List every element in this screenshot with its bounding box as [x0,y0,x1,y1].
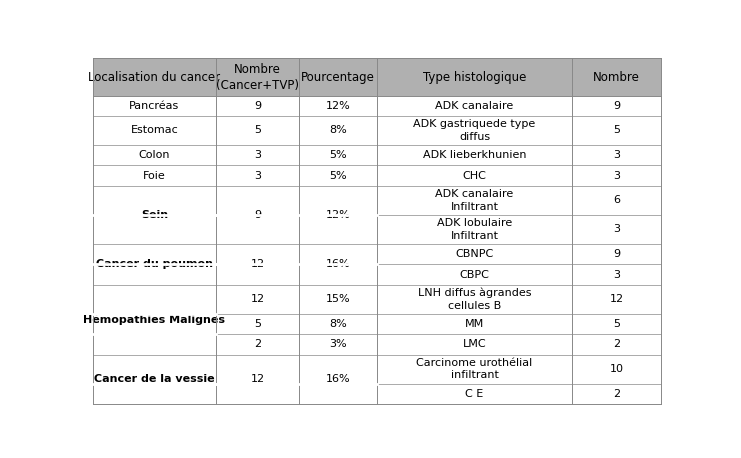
Text: CBNPC: CBNPC [456,249,494,259]
Text: Type histologique: Type histologique [423,71,526,83]
Text: Sein: Sein [141,210,168,220]
Text: Hémopathies Malignes: Hémopathies Malignes [83,315,225,325]
Text: 9: 9 [613,249,620,259]
Text: 5: 5 [613,125,620,136]
Text: 3: 3 [613,224,620,234]
Text: 8%: 8% [329,319,347,329]
Text: Foie: Foie [143,171,166,180]
Text: 2: 2 [613,339,620,349]
Text: 5: 5 [613,319,620,329]
Text: 5: 5 [254,319,262,329]
Text: 5%: 5% [329,171,347,180]
Text: Nombre: Nombre [594,71,640,83]
Text: 12: 12 [250,374,265,384]
Text: Colon: Colon [139,150,170,160]
Text: 9: 9 [254,210,262,220]
Text: Cancer de la vessie: Cancer de la vessie [94,374,215,384]
Text: Carcinome urothélial
infiltrant: Carcinome urothélial infiltrant [416,358,533,380]
Text: 3%: 3% [329,339,347,349]
Text: 15%: 15% [326,294,350,304]
Text: Pourcentage: Pourcentage [301,71,375,83]
Text: MM: MM [465,319,484,329]
Text: 3: 3 [613,171,620,180]
Text: LMC: LMC [462,339,486,349]
Text: Estomac: Estomac [130,125,179,136]
Text: 8%: 8% [329,125,347,136]
Text: LNH diffus àgrandes
cellules B: LNH diffus àgrandes cellules B [418,288,531,311]
Text: 2: 2 [254,339,262,349]
Text: 12: 12 [610,294,624,304]
Bar [93,59,661,96]
Text: 3: 3 [613,269,620,279]
Text: 5%: 5% [329,150,347,160]
Text: CHC: CHC [462,171,486,180]
Text: 16%: 16% [326,259,350,269]
Text: 10: 10 [610,364,624,374]
Text: C E: C E [465,389,484,399]
Text: 3: 3 [613,150,620,160]
Text: 6: 6 [613,196,620,205]
Text: 12: 12 [250,259,265,269]
Text: Localisation du cancer: Localisation du cancer [88,71,220,83]
Text: 3: 3 [254,171,262,180]
Text: 2: 2 [613,389,620,399]
Text: 9: 9 [613,101,620,111]
Text: 12: 12 [250,294,265,304]
Text: ADK lieberkhunien: ADK lieberkhunien [423,150,526,160]
Text: ADK lobulaire
Infiltrant: ADK lobulaire Infiltrant [437,218,512,240]
Text: CBPC: CBPC [459,269,490,279]
Text: 3: 3 [254,150,262,160]
Text: 9: 9 [254,101,262,111]
Text: 5: 5 [254,125,262,136]
Text: Nombre
(Cancer+TVP): Nombre (Cancer+TVP) [216,62,299,92]
Text: 12%: 12% [326,101,350,111]
Text: Cancer du poumon: Cancer du poumon [96,259,213,269]
Text: ADK canalaire
Infiltrant: ADK canalaire Infiltrant [436,189,514,212]
Text: ADK gastriquede type
diffus: ADK gastriquede type diffus [413,119,536,142]
Text: 12%: 12% [326,210,350,220]
Text: ADK canalaire: ADK canalaire [436,101,514,111]
Text: Pancréas: Pancréas [129,101,179,111]
Text: 16%: 16% [326,374,350,384]
